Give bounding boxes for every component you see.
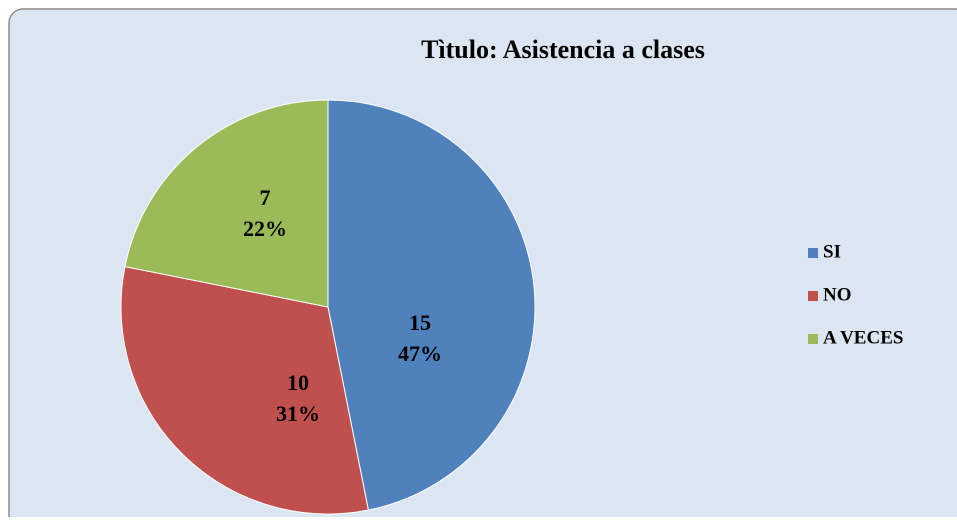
legend-label: NO bbox=[823, 284, 852, 305]
pie-slice bbox=[120, 266, 369, 515]
percent-label: 31% bbox=[276, 401, 320, 426]
legend-label: SI bbox=[823, 241, 841, 262]
data-label: 15 bbox=[409, 310, 431, 335]
legend-swatch bbox=[808, 291, 818, 301]
percent-label: 22% bbox=[243, 216, 287, 241]
legend-label: A VECES bbox=[823, 327, 903, 348]
data-label: 7 bbox=[260, 185, 271, 210]
pie-slice bbox=[124, 99, 329, 308]
pie-slice bbox=[327, 99, 536, 511]
data-label: 10 bbox=[287, 370, 309, 395]
legend-swatch bbox=[808, 334, 818, 344]
chart-title: Tìtulo: Asistencia a clases bbox=[421, 35, 705, 64]
percent-label: 47% bbox=[398, 341, 442, 366]
legend-swatch bbox=[808, 248, 818, 258]
